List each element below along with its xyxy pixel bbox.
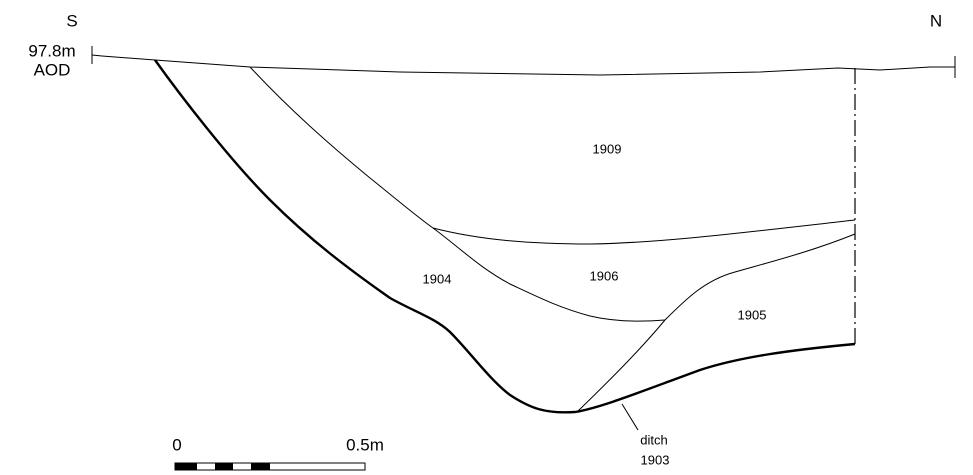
- datum-reference: AOD: [34, 60, 71, 79]
- orientation-label: S: [66, 11, 77, 30]
- context-label: 1909: [593, 141, 622, 156]
- context-label: 1904: [423, 271, 452, 286]
- orientation-label: N: [930, 11, 942, 30]
- leader-line: [622, 404, 638, 430]
- scale-bar: [175, 463, 365, 470]
- datum-level: 97.8m: [28, 41, 75, 60]
- scale-end: 0.5m: [346, 435, 384, 454]
- boundary-1906-top: [433, 220, 855, 244]
- ditch-cut: [155, 60, 855, 412]
- section-drawing: S N 97.8m AOD 1909 1904 1906 1905 ditch …: [0, 0, 973, 475]
- cut-type: ditch: [640, 432, 667, 447]
- cut-label: 1903: [641, 452, 670, 467]
- ground-surface: [102, 56, 930, 75]
- context-label: 1905: [738, 307, 767, 322]
- scale-start: 0: [172, 435, 181, 454]
- context-label: 1906: [590, 268, 619, 283]
- datum-markers: [92, 46, 955, 78]
